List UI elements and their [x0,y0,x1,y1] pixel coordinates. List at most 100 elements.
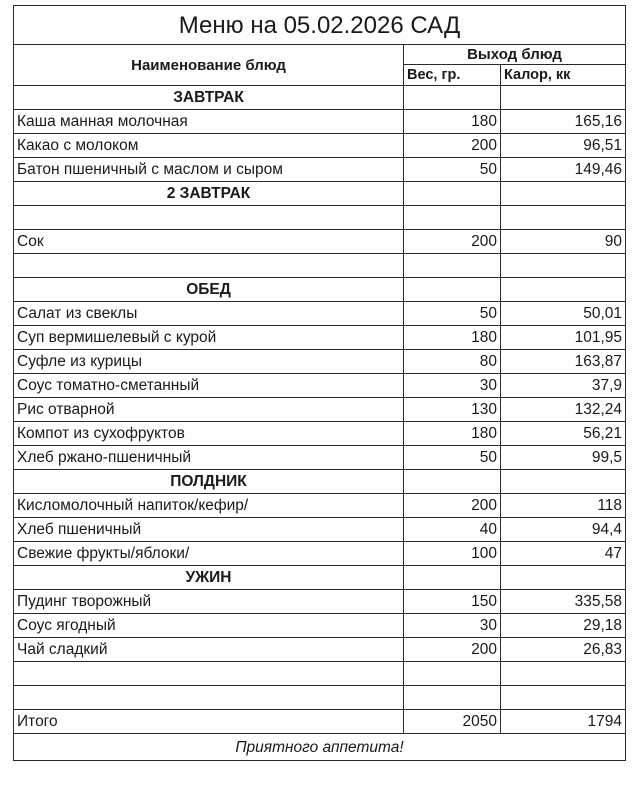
dish-weight: 100 [403,541,501,566]
dish-calories: 94,4 [499,517,627,542]
output-group-header: Выход блюд [402,44,627,65]
dish-calories: 118 [499,493,627,518]
section-row: ЗАВТРАК [13,85,627,110]
dish-name: Какао с молоком [13,133,404,158]
dish-weight [403,565,501,590]
dish-weight: 180 [403,325,501,350]
dish-weight [403,661,501,686]
footer-row: Приятного аппетита! [12,733,627,761]
table-row: Какао с молоком 200 96,51 [13,133,627,158]
empty-row [13,661,627,686]
dish-weight [403,85,501,110]
section-row: 2 ЗАВТРАК [13,181,627,206]
dish-weight: 180 [403,109,501,134]
section-title: ЗАВТРАК [13,85,404,110]
dish-calories [499,661,627,686]
dish-calories [499,565,627,590]
dish-calories: 90 [499,229,627,254]
dish-name [13,661,404,686]
empty-row [13,685,627,710]
table-row: Суфле из курицы 80 163,87 [13,349,627,374]
dish-calories: 96,51 [499,133,627,158]
dish-calories [499,685,627,710]
dish-calories [499,181,627,206]
dish-calories: 37,9 [499,373,627,398]
section-row: ОБЕД [13,277,627,302]
section-row: ПОЛДНИК [13,469,627,494]
dish-name: Сок [13,229,404,254]
dish-calories: 29,18 [499,613,627,638]
dish-weight [403,205,501,230]
table-row: Чай сладкий 200 26,83 [13,637,627,662]
dish-weight: 150 [403,589,501,614]
dish-weight: 40 [403,517,501,542]
dish-name: Рис отварной [13,397,404,422]
dish-calories: 132,24 [499,397,627,422]
dish-name [13,253,404,278]
dish-weight: 2050 [403,709,501,734]
table-row: Кисломолочный напиток/кефир/200 118 [13,493,627,518]
dish-name: Соус ягодный [13,613,404,638]
dish-weight: 30 [403,613,501,638]
footer-message: Приятного аппетита! [12,733,627,761]
dish-weight: 30 [403,373,501,398]
dish-calories: 335,58 [499,589,627,614]
dish-calories: 50,01 [499,301,627,326]
table-row: Хлеб ржано-пшеничный 50 99,5 [13,445,627,470]
dish-calories [499,469,627,494]
dish-name: Соус томатно-сметанный [13,373,404,398]
dish-name: Хлеб ржано-пшеничный [13,445,404,470]
dish-name: Каша манная молочная [13,109,404,134]
menu-table: Меню на 05.02.2026 САД Наименование блюд… [12,5,627,761]
dish-weight: 200 [403,637,501,662]
dish-weight: 200 [403,493,501,518]
dish-weight: 80 [403,349,501,374]
empty-row [13,205,627,230]
dish-name [13,685,404,710]
dish-calories: 1794 [499,709,627,734]
dish-name: Хлеб пшеничный [13,517,404,542]
dish-calories: 165,16 [499,109,627,134]
dish-name: Суп вермишелевый с курой [13,325,404,350]
dish-weight [403,685,501,710]
table-row: Хлеб пшеничный 40 94,4 [13,517,627,542]
table-row: Суп вермишелевый с курой 180 101,95 [13,325,627,350]
dish-name: Свежие фрукты/яблоки/ [13,541,404,566]
dish-calories: 149,46 [499,157,627,182]
dish-calories: 56,21 [499,421,627,446]
table-row: Соус ягодный 30 29,18 [13,613,627,638]
dish-weight: 200 [403,133,501,158]
title-row: Меню на 05.02.2026 САД [12,5,627,45]
dish-weight: 50 [403,301,501,326]
table-row: Каша манная молочная 180 165,16 [13,109,627,134]
table-row: Компот из сухофруктов 180 56,21 [13,421,627,446]
section-title: 2 ЗАВТРАК [13,181,404,206]
dish-weight [403,277,501,302]
section-title: ПОЛДНИК [13,469,404,494]
dish-calories [499,85,627,110]
dish-name: Суфле из курицы [13,349,404,374]
table-row: Пудинг творожный 150 335,58 [13,589,627,614]
dish-calories [499,277,627,302]
dish-weight: 180 [403,421,501,446]
dish-calories [499,253,627,278]
table-row: Сок 200 90 [13,229,627,254]
calories-column-header: Калор, кк [499,64,627,86]
dish-name: Кисломолочный напиток/кефир/ [13,493,404,518]
menu-title: Меню на 05.02.2026 САД [12,5,627,45]
table-row: Батон пшеничный с маслом и сыром 50 149,46 [13,157,627,182]
dish-name: Батон пшеничный с маслом и сыром [13,157,404,182]
section-row: УЖИН [13,565,627,590]
dish-weight: 50 [403,157,501,182]
dish-weight [403,469,501,494]
dish-weight [403,253,501,278]
section-title: ОБЕД [13,277,404,302]
dish-name: Пудинг творожный [13,589,404,614]
dish-name: Итого [13,709,404,734]
table-row: Свежие фрукты/яблоки/100 47 [13,541,627,566]
table-row: Рис отварной 130 132,24 [13,397,627,422]
dish-name [13,205,404,230]
dish-calories [499,205,627,230]
dish-weight: 50 [403,445,501,470]
dish-weight [403,181,501,206]
